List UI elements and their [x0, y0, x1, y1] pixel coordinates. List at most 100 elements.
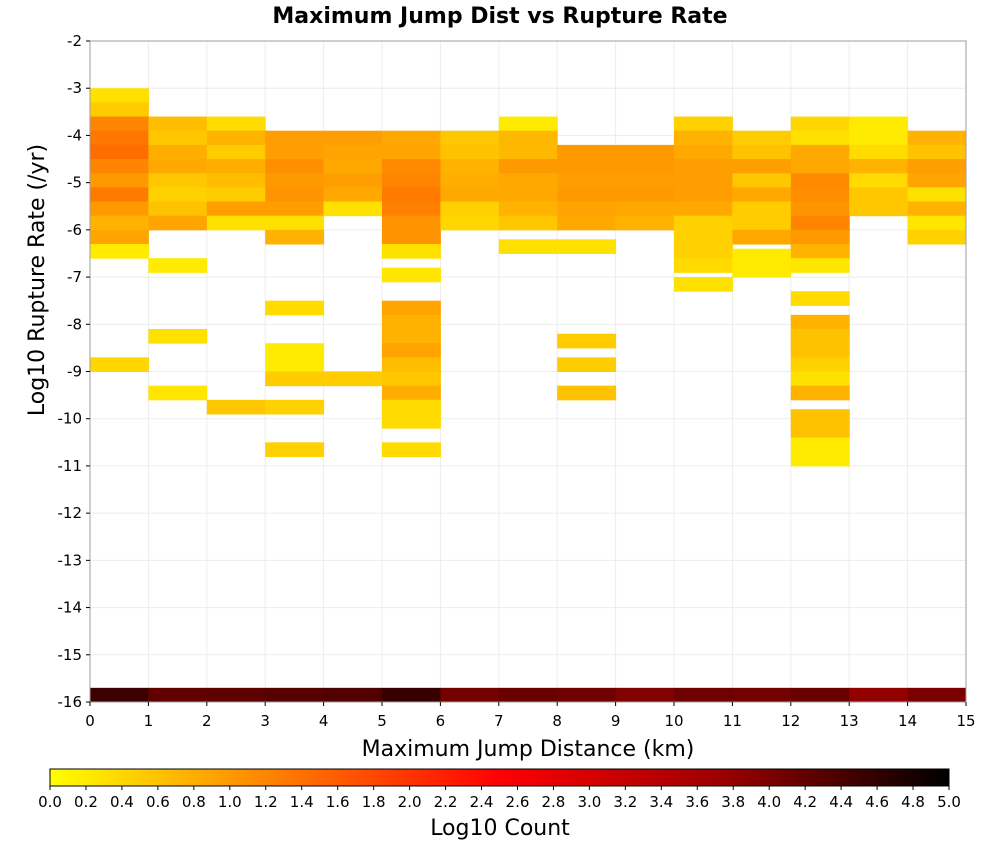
heatmap-cell	[849, 173, 909, 188]
colorbar-tick-label: 0.4	[110, 793, 134, 811]
heatmap-cell	[849, 201, 909, 217]
heatmap-cell	[790, 187, 850, 203]
heatmap-cell	[907, 215, 967, 231]
heatmap-cell	[265, 215, 325, 231]
heatmap-cell	[498, 201, 558, 217]
heatmap-cell	[206, 173, 266, 188]
heatmap-cell	[557, 357, 617, 372]
colorbar-tick-label: 2.6	[506, 793, 530, 811]
x-tick-label: 3	[260, 712, 270, 730]
heatmap-cells	[90, 88, 967, 703]
heatmap-cell	[849, 144, 909, 160]
heatmap-cell	[732, 173, 792, 188]
heatmap-cell	[674, 277, 733, 292]
colorbar-tick-label: 1.8	[362, 793, 386, 811]
colorbar-tick-label: 3.0	[577, 793, 601, 811]
x-tick-label: 4	[319, 712, 329, 730]
heatmap-cell	[674, 130, 733, 146]
heatmap-cell	[323, 159, 383, 174]
heatmap-cell	[790, 329, 850, 344]
heatmap-cell	[382, 357, 441, 372]
y-tick-label: -10	[58, 410, 83, 428]
heatmap-cell	[790, 451, 850, 467]
heatmap-cell	[148, 385, 208, 401]
heatmap-cell	[557, 187, 617, 203]
heatmap-cell	[790, 437, 850, 453]
heatmap-cell	[206, 144, 266, 160]
heatmap-cell	[732, 229, 792, 245]
heatmap-cell	[790, 423, 850, 439]
colorbar-tick-label: 4.0	[757, 793, 781, 811]
heatmap-cell	[674, 187, 733, 203]
heatmap-cell	[90, 229, 149, 245]
heatmap-cell	[907, 687, 967, 703]
heatmap-cell	[790, 357, 850, 372]
heatmap-cell	[382, 130, 441, 146]
colorbar-tick-label: 2.4	[470, 793, 494, 811]
heatmap-cell	[498, 159, 558, 174]
heatmap-cell	[790, 343, 850, 358]
heatmap-cell	[498, 215, 558, 231]
heatmap-cell	[732, 687, 792, 703]
heatmap-cell	[265, 300, 325, 316]
heatmap-cell	[382, 173, 441, 188]
heatmap-cell	[440, 687, 500, 703]
heatmap-cell	[557, 159, 617, 174]
colorbar-tick-label: 0.0	[38, 793, 62, 811]
heatmap-cell	[206, 187, 266, 203]
heatmap-cell	[265, 442, 325, 457]
x-tick-label: 13	[840, 712, 859, 730]
heatmap-cell	[382, 229, 441, 245]
x-tick-label: 10	[664, 712, 683, 730]
heatmap-cell	[790, 371, 850, 387]
heatmap-cell	[849, 116, 909, 132]
heatmap-cell	[90, 173, 149, 188]
heatmap-cell	[440, 215, 500, 231]
colorbar-tick-label: 3.4	[649, 793, 673, 811]
heatmap-cell	[907, 229, 967, 245]
colorbar: 0.0 0.2 0.4 0.6 0.8 1.0 1.2 1.4 1.6 1.8 2.0 2.2 2.4 2…	[38, 768, 961, 841]
heatmap-cell	[615, 215, 675, 231]
heatmap-cell	[790, 314, 850, 330]
heatmap-cell	[382, 399, 441, 415]
heatmap-cell	[849, 687, 909, 703]
heatmap-cell	[382, 300, 441, 316]
heatmap-cell	[440, 144, 500, 160]
heatmap-cell	[498, 187, 558, 203]
colorbar-tick-label: 1.2	[254, 793, 278, 811]
heatmap-cell	[440, 173, 500, 188]
heatmap-cell	[90, 102, 149, 118]
heatmap-cell	[498, 144, 558, 160]
colorbar-tick-label: 1.6	[326, 793, 350, 811]
heatmap-cell	[790, 130, 850, 146]
heatmap-cell	[498, 239, 558, 254]
colorbar-tick-label: 4.8	[901, 793, 925, 811]
heatmap-cell	[907, 130, 967, 146]
heatmap-cell	[790, 258, 850, 273]
heatmap-cell	[615, 201, 675, 217]
y-tick-label: -4	[67, 126, 82, 144]
y-tick-label: -7	[67, 268, 82, 286]
heatmap-cell	[732, 248, 792, 264]
heatmap-cell	[732, 215, 792, 231]
x-tick-label: 15	[956, 712, 975, 730]
heatmap-cell	[615, 159, 675, 174]
colorbar-tick-label: 5.0	[937, 793, 961, 811]
colorbar-tick-label: 3.6	[685, 793, 709, 811]
heatmap-cell	[90, 244, 149, 259]
heatmap-cell	[440, 130, 500, 146]
heatmap-cell	[907, 187, 967, 203]
heatmap-cell	[323, 173, 383, 188]
heatmap-cell	[206, 215, 266, 231]
heatmap-cell	[907, 173, 967, 188]
heatmap-cell	[90, 687, 149, 703]
heatmap-cell	[148, 173, 208, 188]
heatmap-cell	[849, 130, 909, 146]
colorbar-tick-label: 2.0	[398, 793, 422, 811]
heatmap-cell	[557, 215, 617, 231]
colorbar-tick-label: 4.4	[829, 793, 853, 811]
heatmap-cell	[790, 229, 850, 245]
heatmap-cell	[323, 201, 383, 217]
heatmap-cell	[90, 130, 149, 146]
